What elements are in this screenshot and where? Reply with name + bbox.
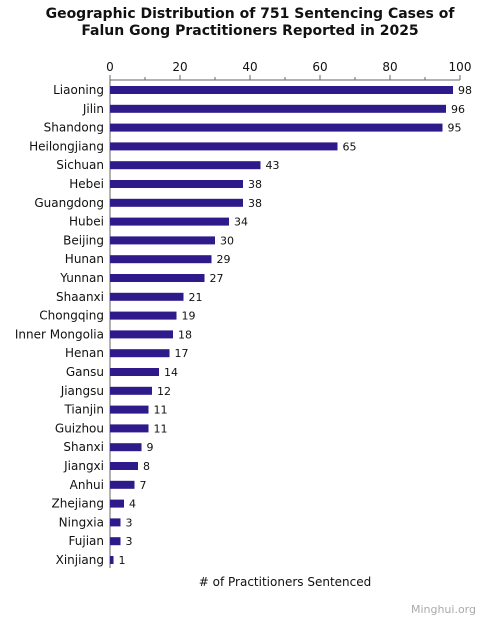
data-label: 11 [154,404,168,417]
category-label: Inner Mongolia [15,327,104,341]
category-label: Guizhou [55,421,104,435]
data-label: 8 [143,460,150,473]
category-label: Henan [65,346,104,360]
data-label: 17 [175,347,189,360]
bar-beijing [110,236,215,245]
bar-shanxi [110,443,142,452]
category-label: Shandong [44,121,104,135]
bar-jiangsu [110,386,152,395]
data-label: 9 [147,441,154,454]
category-label: Jiangsu [60,384,104,398]
data-label: 12 [157,385,171,398]
category-label: Jiangxi [63,459,104,473]
data-label: 96 [451,103,465,116]
x-tick-label: 20 [172,60,187,74]
chart-title-line-2: Falun Gong Practitioners Reported in 202… [81,23,419,39]
category-label: Guangdong [34,196,104,210]
bar-jiangxi [110,462,138,470]
category-label: Shaanxi [56,290,104,304]
category-label: Hubei [69,215,104,229]
data-label: 3 [126,535,133,548]
category-label: Beijing [63,233,104,247]
category-label: Tianjin [63,403,104,417]
category-label: Chongqing [39,309,104,323]
bar-henan [110,349,170,358]
data-label: 21 [189,291,203,304]
bar-hebei [110,180,243,188]
x-tick-label: 100 [449,60,472,74]
bar-jilin [110,104,446,113]
category-label: Jilin [82,102,104,116]
data-label: 1 [119,554,126,567]
data-label: 4 [129,498,136,511]
bar-liaoning [110,86,453,94]
data-label: 3 [126,516,133,529]
bar-tianjin [110,405,149,414]
bar-shandong [110,123,443,132]
source-watermark: Minghui.org [410,603,476,616]
data-label: 30 [220,234,234,247]
category-label: Gansu [66,365,104,379]
data-label: 38 [248,197,262,210]
bar-heilongjiang [110,142,338,151]
x-tick-label: 40 [242,60,257,74]
bar-chongqing [110,311,177,320]
category-label: Xinjiang [56,553,104,567]
data-label: 65 [343,140,357,153]
data-label: 7 [140,479,147,492]
category-label: Anhui [70,478,104,492]
data-label: 19 [182,310,196,323]
bar-fujian [110,537,121,546]
bar-anhui [110,480,135,489]
data-label: 98 [458,84,472,97]
category-label: Hebei [69,177,104,191]
x-axis-label: # of Practitioners Sentenced [198,575,372,589]
data-label: 18 [178,328,192,341]
x-tick-label: 0 [106,60,114,74]
data-label: 95 [448,122,462,135]
bar-ningxia [110,518,121,527]
bar-guizhou [110,424,149,433]
bar-xinjiang [110,556,114,564]
bar-sichuan [110,161,261,170]
category-label: Hunan [65,252,104,266]
category-label: Sichuan [56,158,104,172]
data-label: 29 [217,253,231,266]
data-label: 43 [266,159,280,172]
bar-zhejiang [110,499,124,508]
data-label: 34 [234,216,248,229]
data-label: 14 [164,366,178,379]
bar-gansu [110,368,159,376]
bar-hubei [110,217,229,226]
category-label: Zhejiang [52,497,104,511]
x-tick-label: 60 [312,60,327,74]
category-label: Yunnan [59,271,104,285]
chart-title: Geographic Distribution of 751 Sentencin… [0,6,500,40]
chart-title-line-1: Geographic Distribution of 751 Sentencin… [45,6,455,22]
category-label: Heilongjiang [29,139,104,153]
x-tick-label: 80 [382,60,397,74]
category-label: Ningxia [59,515,104,529]
bar-guangdong [110,198,243,207]
bar-yunnan [110,274,205,282]
bar-hunan [110,255,212,264]
category-label: Fujian [69,534,104,548]
data-label: 27 [210,272,224,285]
data-label: 38 [248,178,262,191]
bar-inner-mongolia [110,330,173,339]
category-label: Liaoning [53,83,104,97]
bar-shaanxi [110,292,184,301]
data-label: 11 [154,422,168,435]
category-label: Shanxi [63,440,104,454]
